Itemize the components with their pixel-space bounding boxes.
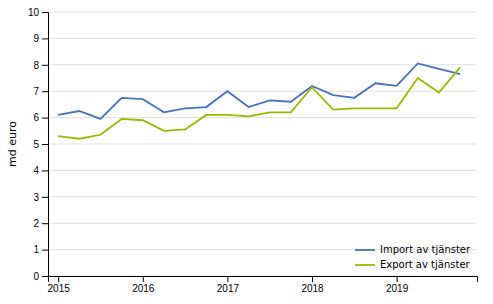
x-tick: 2015 <box>48 276 71 294</box>
grid-line <box>48 91 477 92</box>
grid-line <box>48 38 477 39</box>
y-tick: 0 <box>33 271 48 282</box>
y-tick-mark <box>42 223 48 224</box>
x-axis-line <box>49 277 478 283</box>
y-tick-mark <box>42 250 48 251</box>
x-tick-label: 2016 <box>132 283 155 294</box>
y-tick-label: 4 <box>33 165 39 176</box>
x-tick: 2019 <box>386 276 409 294</box>
grid <box>48 12 477 276</box>
series-line <box>58 63 460 118</box>
grid-line <box>48 223 477 224</box>
chart: 2015 2016 2017 2018 2019 0 1 2 3 4 5 6 7 8 9 10 Import a… <box>0 0 493 304</box>
y-tick-label: 3 <box>33 192 39 203</box>
legend: Import av tjänster Export av tjänster <box>355 244 471 270</box>
grid-line <box>48 170 477 171</box>
y-tick-label: 2 <box>33 218 39 229</box>
y-tick: 2 <box>33 218 48 229</box>
y-tick-mark <box>42 118 48 119</box>
y-tick: 6 <box>33 112 48 123</box>
series-line <box>58 67 460 138</box>
x-tick: 2018 <box>301 276 324 294</box>
y-tick-mark <box>42 276 48 277</box>
y-tick: 9 <box>33 33 48 44</box>
x-tick: 2016 <box>132 276 155 294</box>
y-axis: 0 1 2 3 4 5 6 7 8 9 10 <box>28 7 49 282</box>
legend-item: Export av tjänster <box>355 259 471 270</box>
plot: 2015 2016 2017 2018 2019 0 1 2 3 4 5 6 7 8 9 10 Import a… <box>28 7 478 294</box>
y-tick-label: 8 <box>33 60 39 71</box>
grid-line <box>48 144 477 145</box>
y-tick-label: 7 <box>33 86 39 97</box>
grid-line <box>48 64 477 65</box>
y-tick: 10 <box>28 7 48 18</box>
legend-label: Export av tjänster <box>380 259 471 270</box>
y-tick-mark <box>42 170 48 171</box>
x-tick-mark <box>312 276 313 282</box>
y-tick-mark <box>42 91 48 92</box>
y-axis-title: md euro <box>6 121 19 167</box>
y-tick-mark <box>42 12 48 13</box>
legend-label: Import av tjänster <box>380 244 471 255</box>
grid-line <box>48 196 477 197</box>
y-tick: 7 <box>33 86 48 97</box>
x-tick-mark <box>58 276 59 282</box>
y-tick: 4 <box>33 165 48 176</box>
y-tick-mark <box>42 38 48 39</box>
y-tick-label: 6 <box>33 112 39 123</box>
grid-line <box>48 12 477 13</box>
x-axis: 2015 2016 2017 2018 2019 <box>48 276 478 294</box>
legend-swatch <box>355 264 375 266</box>
x-tick-label: 2015 <box>48 283 71 294</box>
y-tick-label: 5 <box>33 139 39 150</box>
y-tick-label: 1 <box>33 244 39 255</box>
y-tick: 1 <box>33 244 48 255</box>
x-tick-label: 2017 <box>217 283 240 294</box>
y-tick-mark <box>42 65 48 66</box>
y-tick-mark <box>42 144 48 145</box>
y-tick: 5 <box>33 139 48 150</box>
legend-swatch <box>355 249 375 251</box>
y-tick-mark <box>42 197 48 198</box>
y-tick-label: 0 <box>33 271 39 282</box>
lines <box>58 63 460 138</box>
y-axis-line <box>42 13 49 277</box>
grid-line <box>48 117 477 118</box>
x-tick: 2017 <box>217 276 240 294</box>
y-tick-label: 9 <box>33 33 39 44</box>
y-tick: 3 <box>33 192 48 203</box>
x-tick-label: 2018 <box>301 283 324 294</box>
x-tick-label: 2019 <box>386 283 409 294</box>
legend-item: Import av tjänster <box>355 244 471 255</box>
x-tick-mark <box>143 276 144 282</box>
x-tick-mark <box>397 276 398 282</box>
y-tick: 8 <box>33 60 48 71</box>
x-tick-mark <box>227 276 228 282</box>
y-tick-label: 10 <box>28 7 40 18</box>
